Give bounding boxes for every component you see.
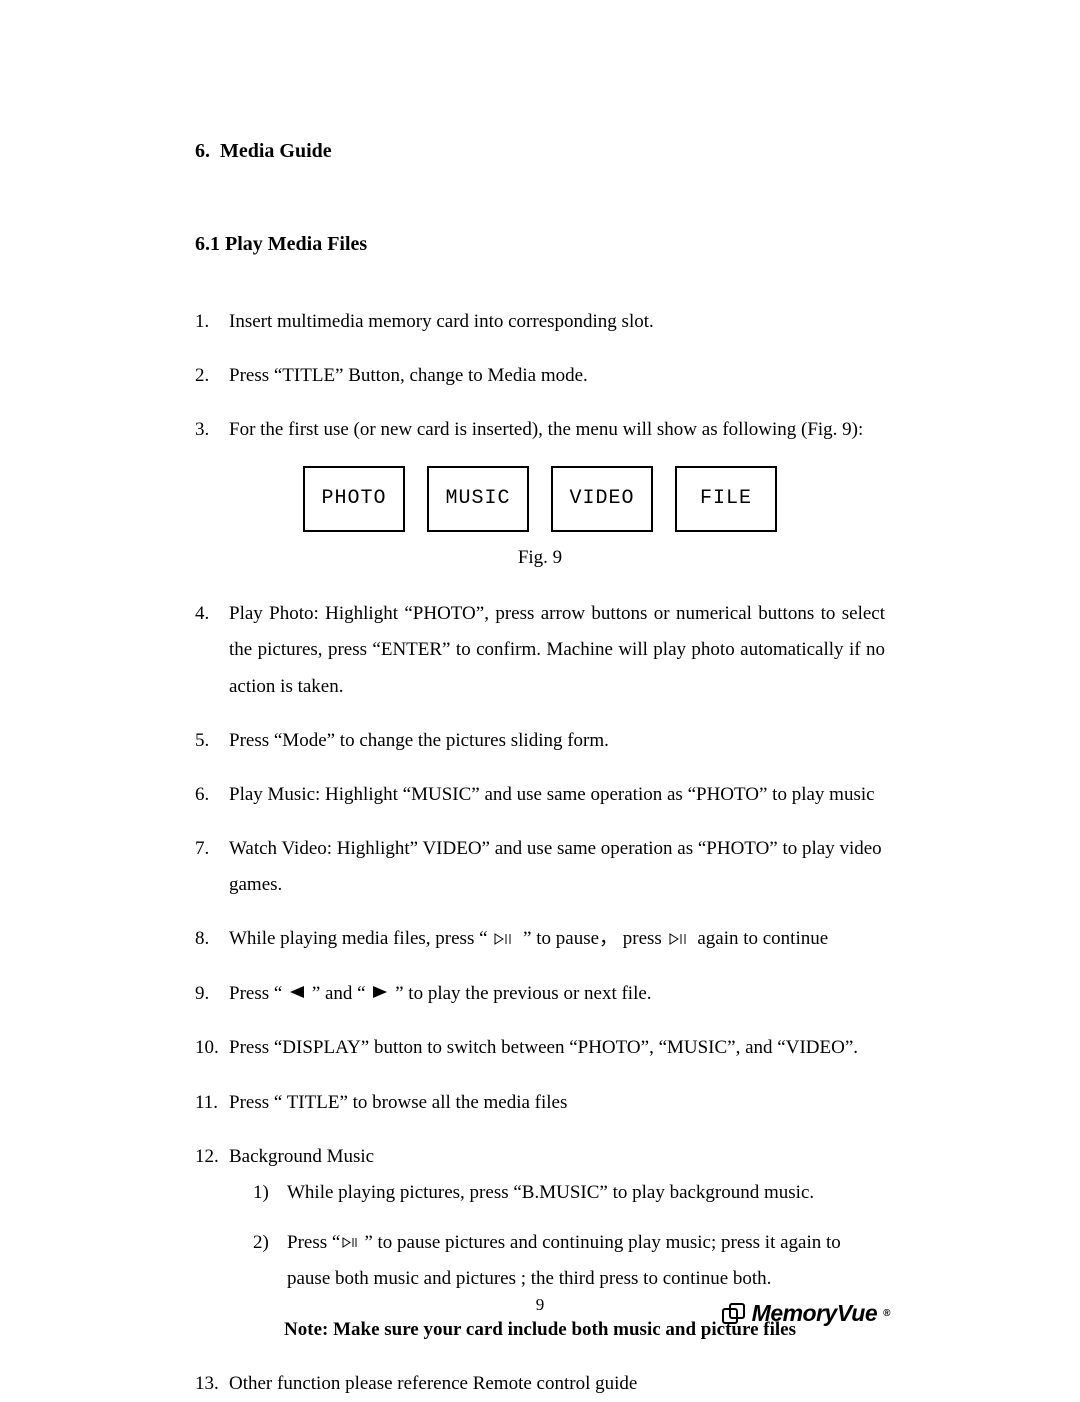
list-number: 1. — [195, 304, 229, 340]
list-item: 5. Press “Mode” to change the pictures s… — [195, 723, 885, 759]
play-pause-icon — [669, 922, 691, 958]
menu-box-photo: PHOTO — [303, 466, 405, 532]
menu-box-video: VIDEO — [551, 466, 653, 532]
menu-row: PHOTO MUSIC VIDEO FILE — [195, 466, 885, 532]
list-text: Press “Mode” to change the pictures slid… — [229, 723, 885, 759]
list-item: 9. Press “ ” and “ ” to play the previou… — [195, 976, 885, 1013]
sublist-item: 2) Press “” to pause pictures and contin… — [253, 1225, 885, 1298]
list-item: 8. While playing media files, press “ ” … — [195, 921, 885, 958]
sublist-text: Press “” to pause pictures and continuin… — [287, 1225, 885, 1298]
list-item: 10. Press “DISPLAY” button to switch bet… — [195, 1030, 885, 1066]
list-text: Press “ ” and “ ” to play the previous o… — [229, 976, 885, 1013]
brand-text: MemoryVue — [752, 1300, 877, 1327]
list-number: 9. — [195, 976, 229, 1012]
list-text: Press “DISPLAY” button to switch between… — [229, 1030, 885, 1066]
list-item: 13. Other function please reference Remo… — [195, 1366, 885, 1402]
list-item: 3. For the first use (or new card is ins… — [195, 412, 885, 448]
page-number: 9 — [0, 1295, 1080, 1315]
text-fragment: While playing media files, press “ — [229, 928, 492, 949]
list-number: 11. — [195, 1085, 229, 1121]
list-text: Press “ TITLE” to browse all the media f… — [229, 1085, 885, 1121]
menu-box-file: FILE — [675, 466, 777, 532]
brand-icon — [722, 1303, 746, 1325]
next-icon — [372, 976, 388, 1012]
section-number: 6. — [195, 140, 210, 162]
list-number: 10. — [195, 1030, 229, 1066]
list-text: Other function please reference Remote c… — [229, 1366, 885, 1402]
list-text: While playing media files, press “ ” to … — [229, 921, 885, 958]
text-fragment: ” to pause， press — [523, 928, 667, 949]
list-number: 5. — [195, 723, 229, 759]
subsection-number: 6.1 — [195, 233, 220, 255]
play-pause-icon — [342, 1225, 362, 1261]
list-item: 1. Insert multimedia memory card into co… — [195, 304, 885, 340]
list-number: 7. — [195, 831, 229, 867]
subsection-title: 6.1 Play Media Files — [195, 233, 885, 256]
menu-figure: PHOTO MUSIC VIDEO FILE Fig. 9 — [195, 466, 885, 576]
text-fragment: ” and “ — [312, 983, 371, 1004]
subsection-title-text: Play Media Files — [225, 233, 367, 255]
text-fragment: Press “ — [229, 983, 287, 1004]
instruction-list: 1. Insert multimedia memory card into co… — [195, 304, 885, 1402]
menu-box-music: MUSIC — [427, 466, 529, 532]
list-text: For the first use (or new card is insert… — [229, 412, 885, 448]
text-fragment: ” to play the previous or next file. — [395, 983, 651, 1004]
list-number: 4. — [195, 596, 229, 632]
brand-mark: ® — [883, 1308, 890, 1319]
text-fragment: Press “ — [287, 1232, 340, 1253]
list-text: Play Music: Highlight “MUSIC” and use sa… — [229, 777, 885, 813]
document-page: 6. Media Guide 6.1 Play Media Files 1. I… — [0, 0, 1080, 1397]
list-text: Background Music — [229, 1139, 885, 1175]
section-title-text: Media Guide — [220, 140, 332, 162]
list-item: 7. Watch Video: Highlight” VIDEO” and us… — [195, 831, 885, 903]
sublist-item: 1) While playing pictures, press “B.MUSI… — [253, 1175, 885, 1211]
figure-caption: Fig. 9 — [195, 540, 885, 576]
text-fragment: again to continue — [697, 928, 828, 949]
list-text: Insert multimedia memory card into corre… — [229, 304, 885, 340]
play-pause-icon — [494, 922, 516, 958]
previous-icon — [289, 976, 305, 1012]
sublist-text: While playing pictures, press “B.MUSIC” … — [287, 1175, 885, 1211]
brand-logo: MemoryVue ® — [722, 1300, 890, 1327]
section-title: 6. Media Guide — [195, 140, 885, 163]
list-number: 12. — [195, 1139, 229, 1175]
list-number: 6. — [195, 777, 229, 813]
list-item: 11. Press “ TITLE” to browse all the med… — [195, 1085, 885, 1121]
list-item: 4. Play Photo: Highlight “PHOTO”, press … — [195, 596, 885, 704]
list-number: 13. — [195, 1366, 229, 1402]
sublist: 1) While playing pictures, press “B.MUSI… — [253, 1175, 885, 1298]
list-text: Watch Video: Highlight” VIDEO” and use s… — [229, 831, 885, 903]
list-text: Play Photo: Highlight “PHOTO”, press arr… — [229, 596, 885, 704]
list-text: Press “TITLE” Button, change to Media mo… — [229, 358, 885, 394]
text-fragment: ” to pause pictures and continuing play … — [287, 1232, 841, 1290]
sublist-number: 1) — [253, 1175, 287, 1211]
list-number: 3. — [195, 412, 229, 448]
list-number: 8. — [195, 921, 229, 957]
list-item: 6. Play Music: Highlight “MUSIC” and use… — [195, 777, 885, 813]
list-number: 2. — [195, 358, 229, 394]
sublist-number: 2) — [253, 1225, 287, 1298]
list-item: 2. Press “TITLE” Button, change to Media… — [195, 358, 885, 394]
